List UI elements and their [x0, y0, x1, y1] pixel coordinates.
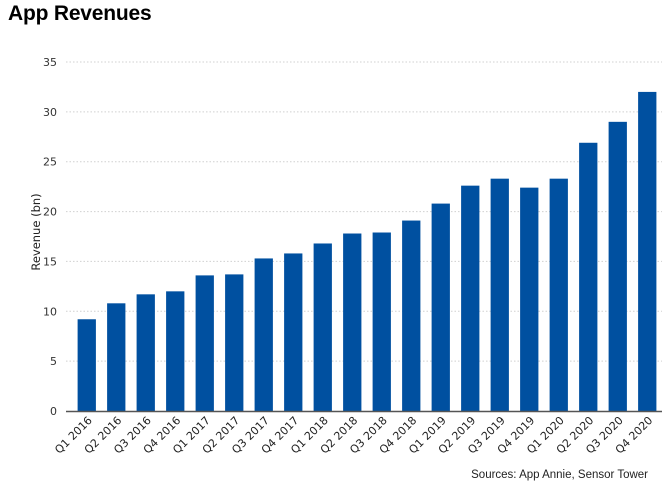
bar	[490, 178, 509, 411]
bar	[431, 203, 450, 411]
y-tick-label: 20	[43, 206, 57, 219]
bar	[166, 291, 185, 411]
bar	[195, 275, 214, 411]
y-tick-label: 10	[43, 305, 57, 318]
bar	[107, 303, 126, 411]
y-tick-label: 5	[50, 355, 57, 368]
bar	[608, 121, 627, 411]
bar	[638, 91, 657, 411]
source-note: Sources: App Annie, Sensor Tower	[471, 469, 648, 481]
bar	[579, 142, 598, 411]
bar	[254, 258, 273, 411]
bar	[313, 243, 332, 411]
bar	[225, 274, 244, 411]
bar	[343, 233, 362, 411]
gridlines	[66, 61, 662, 362]
bar	[77, 319, 96, 411]
y-tick-label: 15	[43, 255, 57, 268]
y-axis-label: Revenue (bn)	[29, 193, 43, 270]
bar	[549, 178, 568, 411]
y-tick-label: 35	[43, 56, 57, 69]
y-tick-label: 0	[50, 405, 57, 418]
y-tick-labels: 0 5 10 15 20 25 30 35	[43, 56, 57, 418]
bars	[77, 91, 657, 411]
bar	[402, 220, 421, 411]
y-tick-label: 25	[43, 156, 57, 169]
bar	[136, 294, 155, 411]
bar	[520, 187, 539, 411]
bar	[372, 232, 391, 411]
bar	[461, 185, 480, 411]
chart-title: App Revenues	[8, 2, 152, 25]
bar	[284, 253, 303, 411]
y-tick-label: 30	[43, 106, 57, 119]
